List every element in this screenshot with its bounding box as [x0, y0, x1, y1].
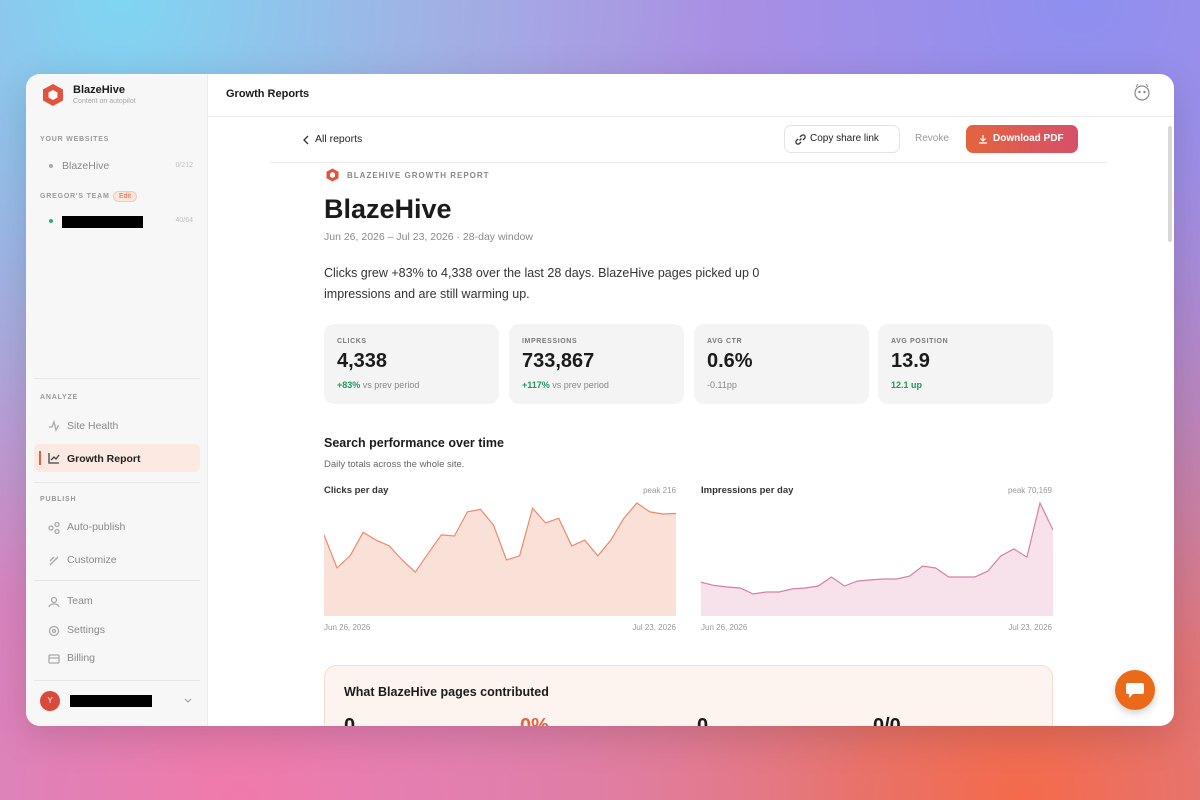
stat-delta: +83%	[337, 380, 361, 390]
icon	[49, 420, 59, 432]
contributed-value: 0%	[520, 715, 549, 726]
stat-value: 13.9	[891, 350, 930, 372]
contributed-value: 0	[697, 715, 709, 726]
tagline: Content on autopilot	[73, 98, 136, 105]
section-heading: PUBLISH	[40, 496, 77, 503]
contributed-panel	[324, 665, 1053, 726]
brand: BlazeHive	[73, 84, 125, 96]
revoke-button[interactable]: Revoke	[915, 133, 949, 144]
nav-item[interactable]: Settings	[67, 624, 105, 636]
area-fill	[324, 503, 676, 616]
redacted	[62, 216, 143, 228]
scrollbar	[1168, 126, 1172, 242]
status-dot	[49, 219, 53, 223]
chart-title: Impressions per day	[701, 485, 794, 496]
logo	[43, 84, 63, 106]
header-divider	[208, 116, 1174, 117]
avatar[interactable]: Y	[40, 691, 60, 711]
area-fill	[701, 503, 1053, 616]
nav-item[interactable]: Customize	[67, 554, 117, 566]
section-heading: ANALYZE	[40, 394, 79, 401]
chart-title: Clicks per day	[324, 485, 389, 496]
section-heading: GREGOR'S TEAM	[40, 193, 110, 200]
chart-end: Jul 23, 2026	[632, 623, 676, 632]
stat-label: AVG POSITION	[891, 338, 949, 345]
stat-card: AVG POSITION 13.9 12.1 up	[878, 324, 1053, 404]
icon	[48, 522, 60, 534]
report-logo	[326, 168, 339, 182]
nav-item[interactable]: Team	[67, 595, 93, 607]
back-chevron[interactable]	[302, 135, 310, 145]
area-line	[701, 501, 1053, 595]
contributed-value: 0/0	[873, 715, 901, 726]
redacted	[70, 695, 152, 707]
stat-label: CLICKS	[337, 338, 367, 345]
toolbar-divider	[270, 162, 1107, 163]
app-window: BlazeHive Content on autopilot YOUR WEBS…	[26, 74, 1174, 726]
status-dot	[49, 164, 53, 168]
nav-item[interactable]: Billing	[67, 652, 96, 664]
sidebar: BlazeHive Content on autopilot YOUR WEBS…	[26, 74, 208, 726]
chart-peak: peak 216	[643, 486, 676, 495]
section-subtitle: Daily totals across the whole site.	[324, 459, 465, 470]
section-title: Search performance over time	[324, 436, 504, 450]
website-count: 0/212	[175, 162, 193, 169]
stat-value: 733,867	[522, 350, 595, 372]
copy-button[interactable]	[784, 125, 900, 153]
report-title: BlazeHive	[324, 194, 452, 224]
stat-label: IMPRESSIONS	[522, 338, 578, 345]
icon	[49, 556, 59, 566]
nav-item[interactable]: Site Health	[67, 420, 119, 432]
icon	[48, 453, 60, 464]
nav-item[interactable]: Growth Report	[67, 453, 141, 465]
back-link[interactable]: All reports	[315, 133, 363, 145]
team-count: 40/64	[175, 217, 193, 224]
website[interactable]: BlazeHive	[62, 160, 110, 172]
icon	[48, 654, 60, 664]
contributed-title: What BlazeHive pages contributed	[344, 685, 549, 699]
stat-card: AVG CTR 0.6% -0.11pp	[694, 324, 869, 404]
divider	[34, 378, 200, 379]
active-bar	[39, 451, 41, 465]
copy-label[interactable]: Copy share link	[810, 133, 879, 144]
edit-badge[interactable]: Edit	[113, 191, 138, 202]
link-icon	[795, 134, 806, 145]
stat-note: vs prev period	[362, 380, 420, 390]
chat-icon	[1126, 683, 1144, 698]
section-heading: YOUR WEBSITES	[40, 136, 110, 143]
nav-item[interactable]: Auto-publish	[67, 521, 126, 533]
chart-end: Jul 23, 2026	[1008, 623, 1052, 632]
stat-delta: 12.1 up	[891, 380, 923, 390]
page-title: Growth Reports	[226, 88, 310, 100]
mascot-icon[interactable]	[1132, 82, 1152, 102]
area-chart	[324, 502, 676, 616]
icon	[48, 625, 60, 637]
download-icon	[979, 135, 987, 144]
stat-delta: +117%	[522, 380, 550, 390]
download-label[interactable]: Download PDF	[993, 133, 1064, 144]
summary: Clicks grew +83% to 4,338 over the last …	[324, 266, 760, 301]
stat-card: CLICKS 4,338 +83% vs prev period	[324, 324, 499, 404]
divider	[34, 482, 200, 483]
stat-label: AVG CTR	[707, 338, 743, 345]
divider	[34, 580, 200, 581]
chart-start: Jun 26, 2026	[701, 623, 748, 632]
chart-peak: peak 70,169	[1007, 486, 1052, 495]
stat-delta: -0.11pp	[707, 380, 737, 390]
eyebrow: BLAZEHIVE GROWTH REPORT	[347, 171, 490, 180]
icon	[48, 596, 60, 608]
chevron[interactable]	[184, 697, 192, 705]
stat-value: 4,338	[337, 350, 388, 372]
stat-card: IMPRESSIONS 733,867 +117% vs prev period	[509, 324, 684, 404]
stat-note: vs prev period	[552, 380, 609, 390]
divider	[34, 680, 200, 681]
chart-start: Jun 26, 2026	[324, 623, 371, 632]
date-range: Jun 26, 2026 – Jul 23, 2026 · 28-day win…	[324, 231, 533, 243]
nav-active[interactable]	[34, 444, 200, 472]
area-line	[324, 502, 676, 574]
area-chart	[701, 501, 1053, 616]
contributed-value: 0	[344, 715, 356, 726]
stat-value: 0.6%	[707, 350, 753, 372]
